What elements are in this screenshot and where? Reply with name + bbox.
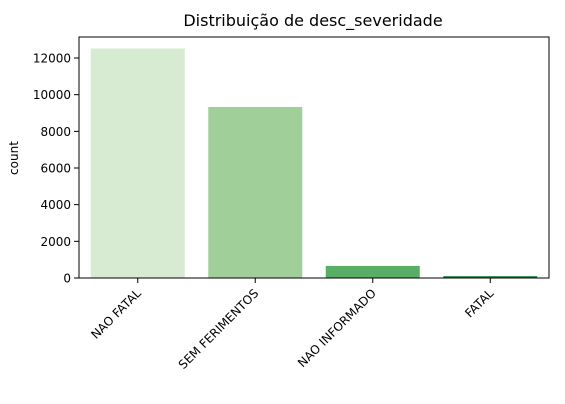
bar	[208, 106, 303, 279]
y-tick-label: 6000	[40, 162, 71, 176]
bar	[90, 48, 185, 278]
y-tick-label: 12000	[33, 52, 71, 66]
y-axis-label: count	[7, 141, 21, 175]
x-tick-label: NAO INFORMADO	[295, 286, 379, 370]
y-axis: 0 2000 4000 6000 8000 10000 12000	[33, 52, 79, 286]
y-tick-label: 2000	[40, 235, 71, 249]
y-tick-label: 8000	[40, 125, 71, 139]
x-tick-label: FATAL	[462, 286, 496, 320]
y-tick-label: 4000	[40, 198, 71, 212]
bars-group	[90, 48, 538, 279]
bar	[325, 265, 420, 278]
x-axis: NAO FATAL SEM FERIMENTOS NAO INFORMADO FATA…	[88, 278, 497, 372]
x-tick-label: SEM FERIMENTOS	[176, 286, 262, 372]
y-tick-label: 10000	[33, 88, 71, 102]
plot-frame	[78, 36, 550, 279]
bar	[443, 276, 538, 278]
y-tick-label: 0	[63, 272, 71, 286]
chart-title: Distribuição de desc_severidade	[183, 11, 442, 31]
x-tick-label: NAO FATAL	[88, 286, 144, 342]
